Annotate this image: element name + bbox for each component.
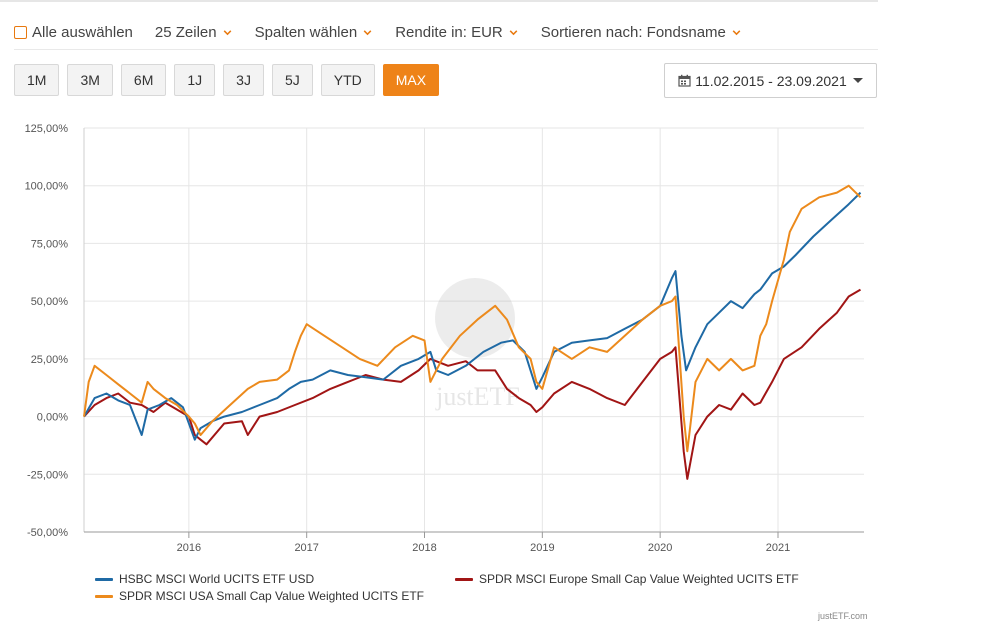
range-button-ytd[interactable]: YTD [320, 64, 375, 96]
sort-label: Sortieren nach: Fondsname [540, 24, 726, 41]
series-line-0[interactable] [83, 191, 862, 441]
range-button-6m[interactable]: 6M [120, 64, 167, 96]
legend-swatch [455, 577, 473, 581]
watermark-logo [435, 278, 515, 358]
y-tick-label: 25,00% [31, 354, 69, 366]
x-tick-label: 2016 [177, 542, 201, 554]
date-range-picker[interactable]: 11.02.2015 - 23.09.2021 [664, 63, 877, 98]
range-button-3j[interactable]: 3J [223, 64, 264, 96]
currency-dropdown[interactable]: Rendite in: EUR [395, 24, 519, 41]
series-line-1[interactable] [83, 288, 862, 480]
y-tick-label: 75,00% [31, 238, 69, 250]
legend-item-spdr-europe[interactable]: SPDR MSCI Europe Small Cap Value Weighte… [455, 572, 799, 586]
select-all-checkbox[interactable]: Alle auswählen [14, 24, 133, 41]
range-button-3m[interactable]: 3M [67, 64, 113, 96]
chevron-down-icon [509, 30, 518, 36]
x-tick-label: 2021 [766, 542, 790, 554]
watermark: justETF [435, 278, 520, 411]
y-axis: -50,00% -25,00% 0,00% 25,00% 50,00% 75,00% 100… [25, 123, 85, 539]
series-lines [83, 184, 862, 480]
calendar-icon [678, 74, 691, 87]
legend-label: SPDR MSCI USA Small Cap Value Weighted U… [119, 589, 424, 603]
legend-item-spdr-usa[interactable]: SPDR MSCI USA Small Cap Value Weighted U… [95, 589, 424, 603]
date-range-text: 11.02.2015 - 23.09.2021 [695, 72, 847, 89]
y-tick-label: 50,00% [31, 296, 69, 308]
checkbox-icon[interactable] [14, 26, 27, 39]
table-toolbar: Alle auswählen 25 Zeilen Spalten wählen … [14, 16, 878, 50]
legend-label: HSBC MSCI World UCITS ETF USD [119, 572, 315, 586]
legend-swatch [95, 577, 113, 581]
series-line-2[interactable] [83, 184, 862, 453]
y-tick-label: 0,00% [37, 412, 68, 424]
select-all-label: Alle auswählen [32, 24, 133, 41]
legend-swatch [95, 594, 113, 598]
y-tick-label: 100,00% [25, 181, 69, 193]
watermark-text: justETF [435, 382, 520, 411]
x-tick-label: 2017 [294, 542, 318, 554]
x-tick-label: 2019 [530, 542, 554, 554]
x-tick-label: 2018 [412, 542, 436, 554]
range-button-1m[interactable]: 1M [14, 64, 60, 96]
y-tick-label: -50,00% [27, 527, 68, 539]
sort-dropdown[interactable]: Sortieren nach: Fondsname [541, 24, 742, 41]
chevron-down-icon [223, 30, 231, 36]
currency-label: Rendite in: EUR [395, 24, 503, 41]
x-axis: 2016 2017 2018 2019 2020 2021 [84, 531, 864, 554]
columns-label: Spalten wählen [254, 24, 358, 41]
chevron-down-icon [732, 30, 741, 36]
range-button-max[interactable]: MAX [382, 64, 440, 96]
legend-label: SPDR MSCI Europe Small Cap Value Weighte… [479, 572, 799, 586]
time-range-buttons: 1M 3M 6M 1J 3J 5J YTD MAX [14, 64, 447, 96]
y-tick-label: -25,00% [27, 469, 68, 481]
chevron-down-icon [363, 30, 372, 36]
y-tick-label: 125,00% [25, 123, 69, 135]
range-button-1j[interactable]: 1J [174, 64, 216, 96]
rows-dropdown[interactable]: 25 Zeilen [155, 24, 233, 41]
range-button-5j[interactable]: 5J [271, 64, 313, 96]
top-divider [0, 0, 878, 2]
caret-down-icon [852, 78, 863, 83]
chart-credit[interactable]: justETF.com [818, 611, 868, 621]
legend-item-hsbc[interactable]: HSBC MSCI World UCITS ETF USD [95, 572, 314, 586]
columns-dropdown[interactable]: Spalten wählen [255, 24, 374, 41]
rows-label: 25 Zeilen [154, 24, 217, 41]
x-tick-label: 2020 [648, 542, 672, 554]
